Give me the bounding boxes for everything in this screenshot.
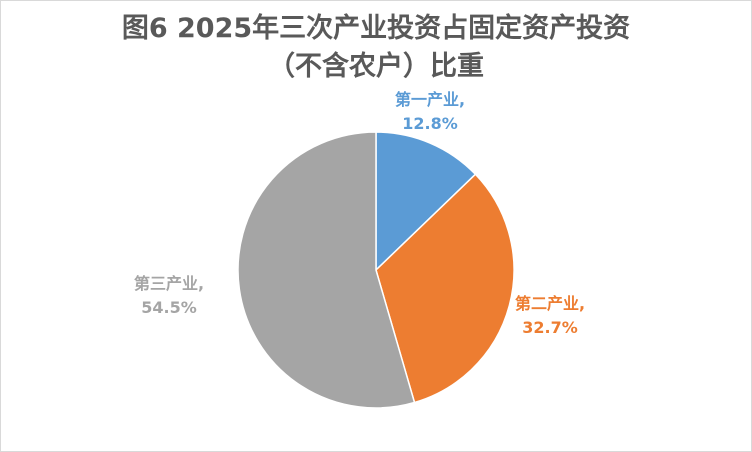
slice-label-primary-name: 第一产业, xyxy=(395,90,466,109)
slice-tertiary xyxy=(237,131,416,409)
slice-label-tertiary-value: 54.5% xyxy=(141,298,197,317)
slice-primary xyxy=(375,131,477,272)
slice-label-primary-value: 12.8% xyxy=(402,114,458,133)
chart-title: 图6 2025年三次产业投资占固定资产投资 xyxy=(121,13,631,44)
slice-label-tertiary-name: 第三产业, xyxy=(134,274,205,293)
slice-secondary xyxy=(375,173,515,404)
chart-subtitle: （不含农户）比重 xyxy=(268,51,484,82)
slice-label-secondary-value: 32.7% xyxy=(522,318,578,337)
slice-label-secondary: 第二产业, 32.7% xyxy=(515,292,585,340)
slice-label-primary: 第一产业, 12.8% xyxy=(395,88,465,136)
slice-label-tertiary: 第三产业, 54.5% xyxy=(134,272,204,320)
slice-label-secondary-name: 第二产业, xyxy=(515,294,586,313)
chart-title-block: 图6 2025年三次产业投资占固定资产投资 （不含农户）比重 xyxy=(0,10,752,86)
